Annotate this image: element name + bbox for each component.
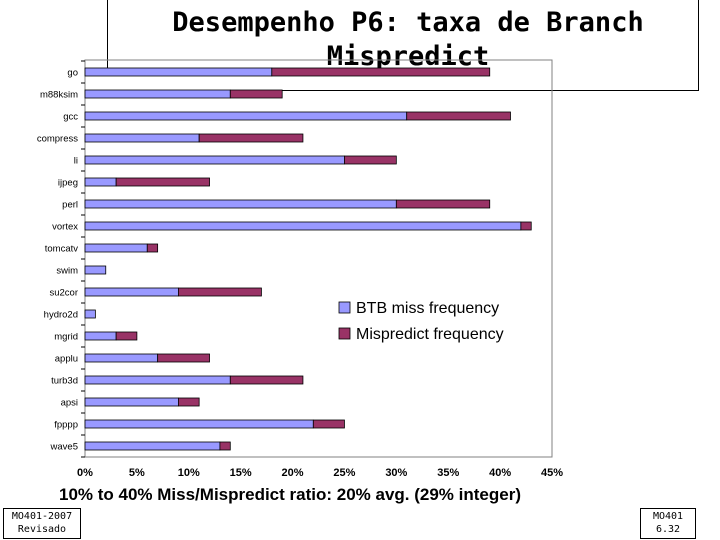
title-frame [107,0,699,91]
legend-swatch [338,301,351,314]
btb-miss-bar [84,133,200,143]
btb-miss-bar [84,67,273,77]
footer-revised-label: Revisado [17,524,67,535]
btb-miss-bar [84,111,408,121]
btb-miss-bar [84,265,107,275]
legend-label: Mispredict frequency [356,326,504,343]
mispredict-bar [229,375,304,385]
btb-miss-bar [84,89,231,99]
category-label: gcc [63,112,78,123]
mispredict-bar [395,199,491,209]
mispredict-bar [219,441,231,451]
category-label: vortex [52,222,78,233]
x-tick-label: 15% [230,467,252,479]
btb-miss-bar [84,287,179,297]
legend-label: BTB miss frequency [356,300,499,317]
x-tick-label: 0% [77,467,93,479]
mispredict-bar [520,221,532,231]
btb-miss-bar [84,199,397,209]
category-label: perl [62,200,78,211]
x-tick-label: 10% [178,467,200,479]
btb-miss-bar [84,331,117,341]
mispredict-bar [157,353,210,363]
footer-course-label: MO401-2007 [11,511,73,522]
footer-course-code: MO401 [652,511,684,522]
mispredict-bar [177,397,200,407]
category-label: li [74,156,78,167]
x-tick-label: 25% [333,467,355,479]
category-label: applu [55,354,78,365]
category-label: wave5 [50,442,78,453]
x-tick-label: 20% [282,467,304,479]
footer-slide-number-box: MO401 6.32 [640,508,696,539]
legend-swatch [338,327,351,340]
mispredict-bar [312,419,345,429]
mispredict-bar [198,133,304,143]
footer-course-box: MO401-2007 Revisado [3,508,81,539]
category-label: ijpeg [58,178,78,189]
mispredict-bar [146,243,159,253]
x-tick-label: 40% [489,467,511,479]
mispredict-bar [229,89,283,99]
x-tick-label: 35% [437,467,459,479]
btb-miss-bar [84,419,314,429]
mispredict-bar [177,287,262,297]
mispredict-bar [406,111,511,121]
mispredict-bar [271,67,491,77]
category-label: go [67,68,78,79]
btb-miss-bar [84,397,179,407]
btb-miss-bar [84,441,221,451]
category-label: swim [56,266,78,277]
mispredict-bar [115,331,138,341]
x-tick-label: 30% [385,467,407,479]
x-tick-label: 5% [129,467,145,479]
mispredict-bar [115,177,210,187]
slide-title: Desempenho P6: taxa de Branch Mispredict [172,7,644,72]
btb-miss-bar [84,243,148,253]
category-label: apsi [61,398,78,409]
btb-miss-bar [84,177,117,187]
btb-miss-bar [84,309,96,319]
category-label: m88ksim [40,90,78,101]
category-label: tomcatv [45,244,79,255]
btb-miss-bar [84,353,159,363]
footer-slide-number: 6.32 [655,524,681,535]
category-label: hydro2d [44,310,78,321]
chart-subtitle: 10% to 40% Miss/Mispredict ratio: 20% av… [59,485,521,504]
btb-miss-bar [84,375,231,385]
mispredict-bar [344,155,397,165]
category-label: su2cor [49,288,78,299]
x-tick-label: 45% [541,467,563,479]
category-label: mgrid [54,332,78,343]
btb-miss-bar [84,155,345,165]
category-label: fpppp [54,420,78,431]
category-label: compress [37,134,78,145]
category-label: turb3d [51,376,78,387]
btb-miss-bar [84,221,522,231]
